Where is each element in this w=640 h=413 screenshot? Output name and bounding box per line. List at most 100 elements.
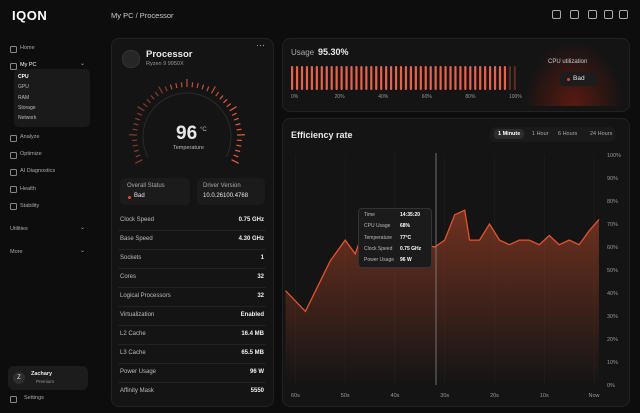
tooltip-value: 96 W [400, 257, 412, 264]
nav-caret[interactable]: ⌄ [80, 61, 86, 67]
gauge-tick [236, 128, 242, 131]
usage-bar [300, 66, 304, 90]
usage-bar [291, 66, 294, 90]
tab[interactable]: 6 Hours [558, 131, 578, 137]
driver-label: Driver Version [203, 183, 241, 189]
user-plan: Premium [36, 379, 55, 384]
usage-bar [320, 66, 323, 90]
spec-value: 5550 [250, 388, 264, 394]
nav-sub[interactable]: Storage [18, 104, 36, 111]
nav-item[interactable]: Analyze [20, 134, 40, 140]
cpu-icon [122, 50, 140, 68]
usage-scale: 100% [509, 94, 522, 100]
cpu-status: Bad [573, 75, 585, 82]
header-icon[interactable] [570, 10, 579, 19]
nav-section[interactable]: More [10, 249, 23, 255]
avatar: Z [13, 372, 25, 384]
nav-mypc[interactable]: My PC [20, 62, 37, 68]
tooltip-label: Clock Speed [364, 245, 393, 252]
usage-bar [439, 66, 442, 90]
tooltip-label: Temperature [364, 234, 393, 241]
gauge-tick [135, 117, 141, 121]
spec-sep [118, 268, 266, 269]
header-icon[interactable] [588, 10, 597, 19]
nav-section[interactable]: Utilities [10, 226, 28, 232]
spec-value: 4.30 GHz [238, 236, 264, 242]
nav-sub[interactable]: RAM [18, 94, 30, 101]
header-icon[interactable] [604, 10, 613, 19]
usage-bar [390, 66, 393, 90]
usage-bar [503, 66, 507, 90]
spec-value: 16.4 MB [241, 331, 264, 337]
nav-icon [10, 203, 17, 210]
more-button[interactable]: ··· [256, 40, 265, 50]
usage-bar [414, 66, 417, 90]
spec-label: L2 Cache [120, 331, 146, 337]
x-tick-label: 40s [391, 393, 400, 399]
gauge-tick [180, 82, 183, 88]
section-caret[interactable]: ⌄ [80, 248, 86, 254]
x-tick-label: 30s [440, 393, 449, 399]
section-caret[interactable]: ⌄ [80, 225, 86, 231]
gauge-tick [137, 112, 143, 116]
gauge-tick [235, 149, 241, 153]
dropdown-caret[interactable]: ⌄ [347, 131, 353, 138]
nav-item[interactable]: Stability [20, 202, 40, 209]
usage-scale: 0% [291, 94, 299, 100]
breadcrumb: My PC / Processor [111, 11, 174, 20]
y-tick-label: 80% [607, 199, 618, 205]
x-tick-label: 10s [540, 393, 549, 399]
usage-scale: 40% [378, 94, 389, 100]
header-icon[interactable] [619, 10, 628, 19]
processor-model: Ryzen 9 9950X [146, 61, 184, 67]
nav-item[interactable]: AI Diagnostics [20, 168, 56, 175]
nav-sub[interactable]: GPU [18, 84, 29, 91]
nav-sub[interactable]: Network [18, 115, 37, 122]
gauge-tick [164, 86, 168, 92]
nav-icon [10, 169, 17, 176]
temperature-value: 96 [176, 123, 198, 144]
processor-title: Processor [146, 49, 193, 60]
usage-label: Usage [291, 48, 315, 57]
spec-value: Enabled [240, 312, 264, 318]
spec-label: Sockets [120, 255, 142, 261]
nav-icon [10, 46, 17, 53]
spec-label: Base Speed [120, 236, 153, 242]
efficiency-title[interactable]: Efficiency rate [291, 130, 353, 140]
gauge-tick [132, 144, 138, 147]
header-icon[interactable] [552, 10, 561, 19]
tooltip-value: 77°C [400, 234, 412, 241]
spec-sep [118, 230, 266, 231]
tab[interactable]: 24 Hours [590, 131, 613, 137]
gauge-tick [210, 86, 216, 94]
tab[interactable]: 1 Minute [494, 129, 525, 139]
usage-bar [434, 66, 437, 90]
usage-bar [479, 66, 482, 90]
usage-bar [474, 66, 477, 90]
settings[interactable]: Settings [24, 395, 44, 401]
spec-sep [118, 249, 266, 250]
usage-bar [424, 66, 427, 90]
y-tick-label: 90% [607, 176, 618, 182]
usage-scale: 60% [421, 94, 432, 100]
nav-home[interactable]: Home [20, 45, 35, 51]
x-tick-label: 60s [291, 393, 300, 399]
status-dot [128, 196, 131, 199]
cpu-status-pill [560, 72, 598, 86]
temperature-unit: °C [200, 127, 207, 133]
usage-bar [449, 66, 452, 90]
usage-bar [454, 66, 457, 90]
gauge-tick [229, 106, 237, 112]
spec-label: Affinity Mask [120, 388, 154, 394]
spec-value: 65.5 MB [241, 350, 264, 356]
usage-bar [305, 66, 309, 90]
nav-item[interactable]: Health [20, 185, 36, 192]
nav-item[interactable]: Optimize [20, 151, 42, 158]
nav-sub[interactable]: CPU [18, 74, 29, 80]
gauge-tick [133, 149, 139, 153]
usage-bar [375, 66, 378, 90]
spec-sep [118, 306, 266, 307]
usage-bar [325, 66, 328, 90]
tab[interactable]: 1 Hour [532, 131, 549, 137]
gauge-tick [215, 91, 220, 97]
